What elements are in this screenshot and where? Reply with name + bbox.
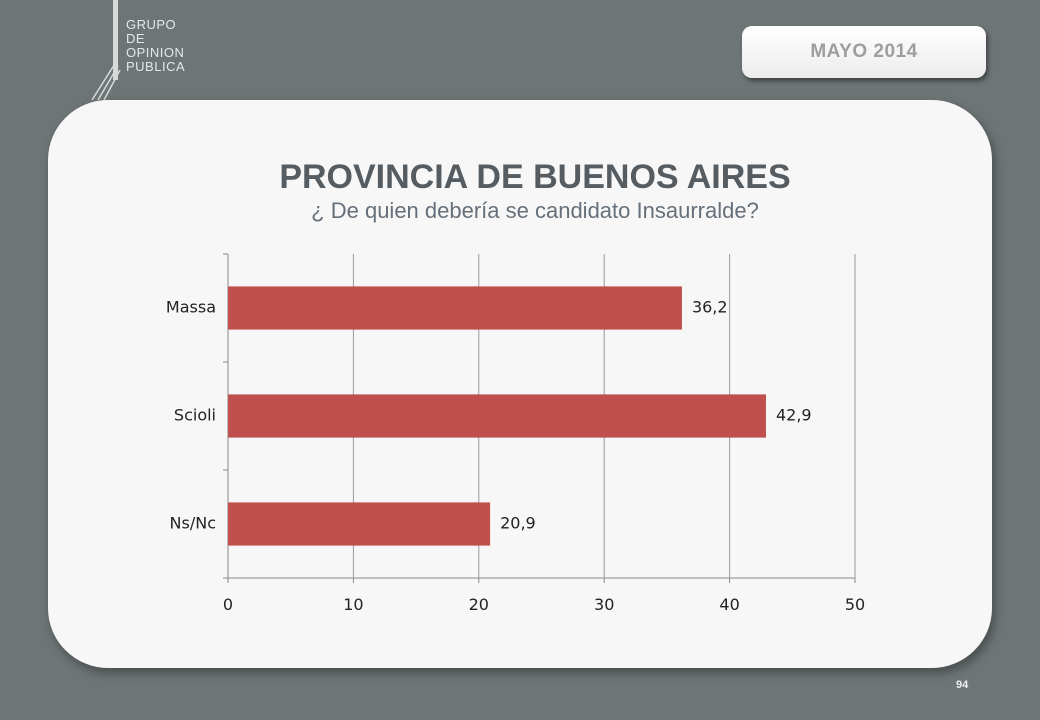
category-label: Scioli: [174, 406, 216, 425]
value-label: 42,9: [776, 406, 812, 425]
x-tick-label: 20: [469, 595, 489, 614]
logo-bar: [113, 0, 118, 80]
bar-chart: Massa 36,2 Scioli 42,9 Ns/Nc 20,9 0 10 20 30 40 50: [166, 253, 865, 614]
logo-text: GRUPO DE OPINION PUBLICA: [126, 18, 185, 74]
x-tick-label: 40: [719, 595, 739, 614]
logo-line: OPINION: [126, 45, 185, 60]
category-label: Ns/Nc: [170, 514, 216, 533]
logo-line: DE: [126, 31, 146, 46]
value-label: 36,2: [692, 298, 728, 317]
bar-massa: [228, 286, 682, 330]
x-tick-label: 0: [223, 595, 233, 614]
x-tick-label: 50: [845, 595, 865, 614]
page-number: 94: [956, 679, 969, 691]
x-tick-label: 30: [594, 595, 614, 614]
chart-subtitle: ¿ De quien debería se candidato Insaurra…: [311, 198, 759, 223]
date-label: MAYO 2014: [810, 41, 918, 62]
value-label: 20,9: [500, 514, 536, 533]
content-card: [48, 100, 992, 668]
grupo-opinion-publica-logo: GRUPO DE OPINION PUBLICA: [86, 0, 216, 100]
date-badge: MAYO 2014: [742, 26, 986, 78]
logo-line: PUBLICA: [126, 59, 186, 74]
logo-lines-icon: [91, 61, 121, 100]
chart-title: PROVINCIA DE BUENOS AIRES: [279, 158, 791, 196]
category-label: Massa: [166, 298, 216, 317]
bar-scioli: [228, 394, 766, 438]
logo-line: GRUPO: [126, 17, 177, 32]
bar-nsnc: [228, 502, 491, 546]
x-tick-label: 10: [343, 595, 363, 614]
